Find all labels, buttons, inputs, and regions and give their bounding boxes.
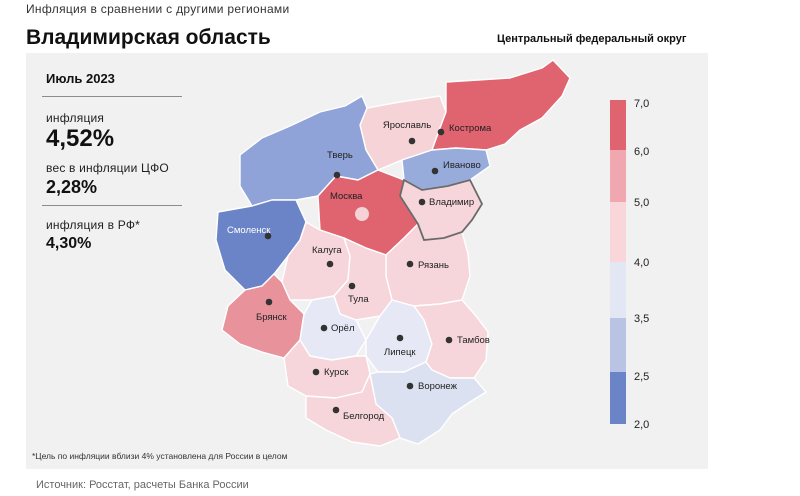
city-label-smolensk: Смоленск (227, 225, 271, 236)
moscow-city-marker (355, 207, 369, 221)
footnote: *Цель по инфляции вблизи 4% установлена … (32, 451, 288, 461)
city-dot-smolensk (264, 232, 272, 240)
weight-label: вес в инфляции ЦФО (46, 161, 169, 175)
legend-swatch (610, 202, 626, 262)
city-dot-ivanovo (431, 167, 439, 175)
legend-swatch (610, 372, 626, 424)
city-label-moscow: Москва (330, 191, 363, 202)
legend-swatch (610, 150, 626, 202)
city-dot-kaluga (326, 260, 334, 268)
city-dot-vladimir (418, 198, 426, 206)
legend-tick-label: 6,0 (634, 146, 649, 158)
legend-tick-label: 5,0 (634, 197, 649, 209)
region-tula[interactable] (333, 237, 393, 321)
federal-district-subtitle: Центральный федеральный округ (497, 33, 687, 45)
city-label-ryazan: Рязань (418, 260, 449, 271)
city-label-bryansk: Брянск (256, 312, 288, 323)
russia-inflation-label: инфляция в РФ* (46, 218, 141, 232)
city-label-kaluga: Калуга (312, 245, 342, 256)
weight-value: 2,28% (46, 177, 98, 197)
region-kursk[interactable] (283, 339, 371, 399)
region-kostroma[interactable] (431, 59, 571, 151)
inflation-label: инфляция (46, 111, 105, 125)
top-caption: Инфляция в сравнении с другими регионами (26, 2, 290, 16)
info-box: Июль 2023 инфляция 4,52% вес в инфляции … (42, 71, 202, 256)
source-note: Источник: Росстат, расчеты Банка России (36, 479, 249, 491)
city-label-orel: Орёл (331, 323, 355, 334)
city-label-tula: Тула (348, 294, 369, 305)
page-title: Владимирская область (26, 26, 271, 49)
russia-inflation-value: 4,30% (46, 235, 92, 252)
region-belgorod[interactable] (305, 373, 401, 447)
selected-region-outline (399, 178, 484, 241)
city-markers: Ярославль Кострома Тверь Иваново Москва … (227, 120, 492, 422)
city-label-tambov: Тамбов (457, 335, 490, 346)
city-dot-yaroslavl (408, 137, 416, 145)
city-label-kursk: Курск (324, 367, 349, 378)
city-label-kostroma: Кострома (449, 123, 492, 134)
city-label-tver: Тверь (327, 150, 353, 161)
city-dot-belgorod (332, 406, 340, 414)
legend-swatch (610, 100, 626, 150)
city-label-lipetsk: Липецк (384, 347, 416, 358)
city-label-yaroslavl: Ярославль (383, 120, 431, 131)
divider (42, 96, 182, 97)
city-label-belgorod: Белгород (343, 411, 385, 422)
divider (42, 205, 182, 206)
city-dot-tula (348, 282, 356, 290)
city-dot-bryansk (265, 298, 273, 306)
legend-tick-label: 2,5 (634, 371, 649, 383)
regions (215, 59, 571, 447)
legend-tick-label: 3,5 (634, 313, 649, 325)
legend-tick-label: 7,0 (634, 98, 649, 110)
city-dot-kostroma (437, 128, 445, 136)
legend-tick-label: 2,0 (634, 419, 649, 431)
legend-swatch (610, 262, 626, 318)
city-dot-lipetsk (396, 334, 404, 342)
city-dot-tambov (445, 336, 453, 344)
legend-tick-label: 4,0 (634, 257, 649, 269)
city-dot-tver (333, 171, 341, 179)
city-label-ivanovo: Иваново (443, 160, 481, 171)
inflation-value: 4,52% (46, 125, 115, 152)
period-label: Июль 2023 (46, 71, 115, 86)
city-dot-voronezh (406, 382, 414, 390)
city-label-vladimir: Владимир (429, 197, 474, 208)
legend-swatch (610, 318, 626, 372)
city-dot-kursk (312, 368, 320, 376)
city-dot-orel (320, 324, 328, 332)
color-scale-legend: 7,0 6,0 5,0 4,0 3,5 2,5 2,0 (610, 98, 649, 431)
city-label-voronezh: Воронеж (418, 381, 458, 392)
city-dot-ryazan (406, 260, 414, 268)
